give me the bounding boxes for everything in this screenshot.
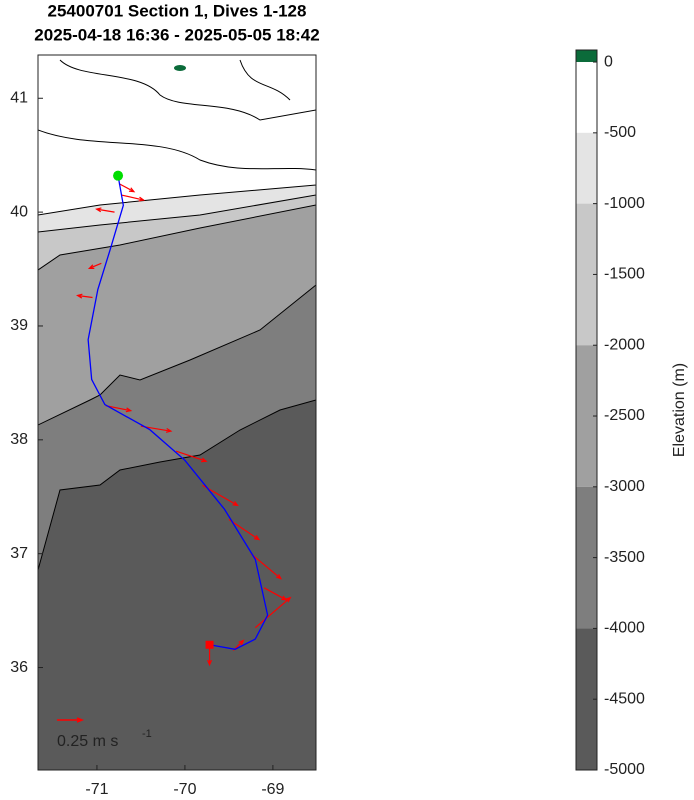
- colorbar-tick-label: -5000: [604, 761, 645, 778]
- colorbar-band: [576, 628, 597, 770]
- colorbar-band: [576, 203, 597, 346]
- y-tick-label: 40: [10, 203, 28, 220]
- map-frame: [37, 54, 317, 771]
- scale-label-superscript: -1: [142, 728, 152, 740]
- track-start: [113, 170, 124, 181]
- scale-label: 0.25 m s: [57, 733, 118, 750]
- colorbar-band: [576, 486, 597, 629]
- scale-vector: [57, 717, 85, 723]
- y-tick-label: 37: [10, 545, 28, 562]
- bathymetry: [38, 55, 316, 770]
- colorbar-band: [576, 132, 597, 204]
- glider-track: [87, 175, 269, 650]
- colorbar-tick-label: -4500: [604, 690, 645, 707]
- colorbar-tick-label: -2500: [604, 407, 645, 424]
- y-tick-label: 38: [10, 431, 28, 448]
- colorbar-tick-label: 0: [604, 53, 613, 70]
- current-vector: [118, 183, 136, 193]
- colorbar-tick-label: -1000: [604, 195, 645, 212]
- current-vector: [228, 519, 261, 541]
- chart-title: 25400701 Section 1, Dives 1-128: [48, 1, 307, 20]
- x-tick-label: -70: [173, 781, 196, 798]
- colorbar-tick-label: -2000: [604, 336, 645, 353]
- current-vector: [254, 596, 292, 629]
- colorbar-tick-label: -3500: [604, 549, 645, 566]
- colorbar-frame: [575, 49, 598, 771]
- colorbar-band: [576, 50, 597, 63]
- chart-subtitle: 2025-04-18 16:36 - 2025-05-05 18:42: [34, 25, 319, 44]
- colorbar-band: [576, 345, 597, 487]
- current-vector: [105, 405, 133, 413]
- colorbar-tick-label: -4000: [604, 620, 645, 637]
- current-vector: [76, 293, 93, 299]
- x-tick-label: -69: [261, 781, 284, 798]
- current-vector: [95, 207, 115, 213]
- y-tick-label: 36: [10, 659, 28, 676]
- current-vector: [175, 450, 208, 463]
- track-end: [205, 640, 214, 649]
- y-tick-label: 39: [10, 317, 28, 334]
- current-vector: [121, 194, 146, 202]
- overlay: [76, 170, 292, 667]
- y-tick-label: 41: [10, 89, 28, 106]
- x-tick-label: -71: [85, 781, 108, 798]
- colorbar-tick-label: -500: [604, 124, 636, 141]
- colorbar-band: [576, 62, 597, 133]
- current-vector: [250, 553, 283, 580]
- colorbar-tick-label: -1500: [604, 266, 645, 283]
- colorbar-label: Elevation (m): [671, 363, 688, 457]
- current-vector: [87, 262, 102, 269]
- current-vector: [263, 587, 288, 601]
- colorbar-tick-label: -3000: [604, 478, 645, 495]
